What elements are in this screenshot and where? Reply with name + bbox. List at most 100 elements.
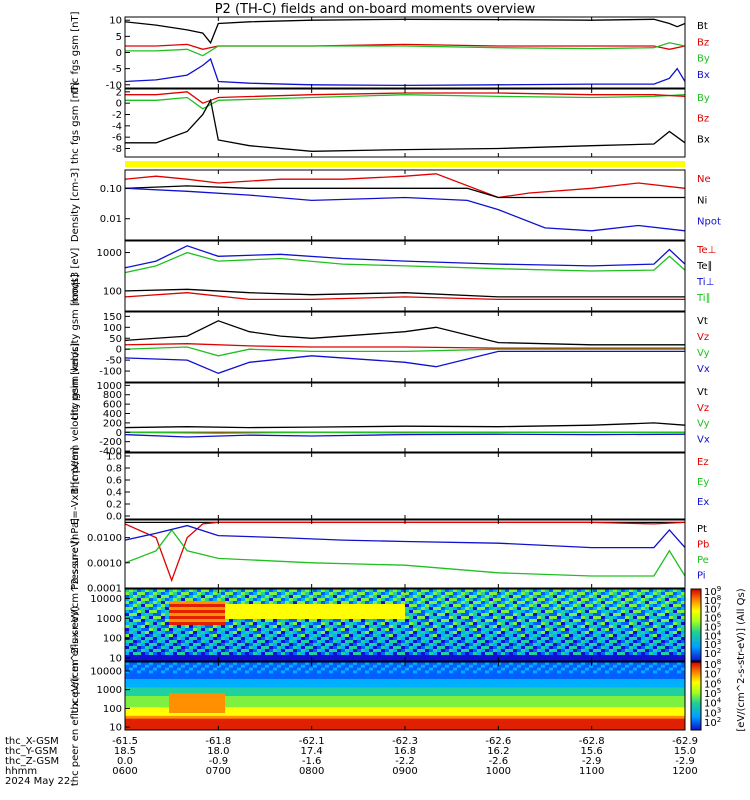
heatmap-cell <box>165 652 170 656</box>
heatmap-cell <box>681 607 686 611</box>
heatmap-cell <box>353 670 358 674</box>
heatmap-cell <box>385 610 390 614</box>
heatmap-cell <box>357 619 362 623</box>
heatmap-cell <box>465 662 470 666</box>
heatmap-cell <box>161 592 166 596</box>
heatmap-cell <box>173 649 178 653</box>
heatmap-cell <box>433 646 438 650</box>
heatmap-cell <box>605 664 610 669</box>
heatmap-cell <box>277 658 282 662</box>
heatmap-cell <box>565 625 570 629</box>
heatmap-cell <box>145 676 150 680</box>
heatmap-cell <box>293 595 298 599</box>
heatmap-cell <box>569 670 574 674</box>
heatmap-cell <box>373 667 378 671</box>
heatmap-cell <box>333 670 338 674</box>
heatmap-cell <box>621 595 626 599</box>
heatmap-cell <box>433 598 438 602</box>
heatmap-cell <box>305 658 310 662</box>
heatmap-cell <box>553 676 558 680</box>
heatmap-cell <box>153 616 158 620</box>
heatmap-cell <box>329 595 334 599</box>
heatmap-cell <box>441 646 446 650</box>
heatmap-cell <box>401 616 406 620</box>
heatmap-cell <box>489 589 494 593</box>
heatmap-cell <box>561 673 566 677</box>
heatmap-cell <box>141 598 146 602</box>
heatmap-cell <box>641 634 646 638</box>
heatmap-cell <box>305 652 310 656</box>
heatmap-cell <box>537 681 542 686</box>
heatmap-cell <box>465 625 470 629</box>
heatmap-cell <box>265 681 270 686</box>
heatmap-cell <box>461 628 466 632</box>
heatmap-cell <box>629 662 634 666</box>
heatmap-cell <box>621 613 626 617</box>
heatmap-cell <box>301 631 306 635</box>
heatmap-cell <box>429 679 434 683</box>
heatmap-cell <box>493 652 498 656</box>
heatmap-cell <box>541 634 546 638</box>
heatmap-cell <box>397 607 402 611</box>
heatmap-cell <box>517 670 522 674</box>
heatmap-cell <box>161 589 166 593</box>
y-tick-label: 0.0001 <box>87 584 122 595</box>
heatmap-cell <box>193 649 198 653</box>
colorbar-tick: 108 <box>704 594 721 607</box>
heatmap-cell <box>281 637 286 641</box>
heatmap-cell <box>649 664 654 669</box>
heatmap-cell <box>405 684 410 688</box>
heatmap-cell <box>457 616 462 620</box>
heatmap-cell <box>253 673 258 677</box>
heatmap-cell <box>353 655 358 659</box>
heatmap-cell <box>405 676 410 680</box>
heatmap-cell <box>133 640 138 644</box>
heatmap-cell <box>189 664 194 669</box>
heatmap-cell <box>517 662 522 666</box>
heatmap-cell <box>661 643 666 647</box>
heatmap-cell <box>133 595 138 599</box>
heatmap-cell <box>557 679 562 683</box>
heatmap-cell <box>377 589 382 593</box>
heatmap-cell <box>641 676 646 680</box>
heatmap-cell <box>401 622 406 626</box>
heatmap-cell <box>221 613 226 617</box>
heatmap-cell <box>457 628 462 632</box>
heatmap-cell <box>589 643 594 647</box>
heatmap-cell <box>485 640 490 644</box>
heatmap-cell <box>609 679 614 683</box>
heatmap-cell <box>533 610 538 614</box>
heatmap-cell <box>613 616 618 620</box>
heatmap-cell <box>381 670 386 674</box>
heatmap-cell <box>197 679 202 683</box>
heatmap-cell <box>577 662 582 666</box>
y-axis-label: thc fgs gsm [nT] <box>70 82 81 164</box>
heatmap-cell <box>193 679 198 683</box>
heatmap-cell <box>657 619 662 623</box>
heatmap-cell <box>569 628 574 632</box>
heatmap-cell <box>229 667 234 671</box>
heatmap-cell <box>309 592 314 596</box>
heatmap-cell <box>149 616 154 620</box>
heatmap-cell <box>601 684 606 688</box>
legend-bt: Bt <box>697 21 708 32</box>
heatmap-cell <box>381 595 386 599</box>
heatmap-cell <box>289 658 294 662</box>
heatmap-cell <box>233 652 238 656</box>
heatmap-cell <box>325 589 330 593</box>
heatmap-cell <box>165 658 170 662</box>
heatmap-cell <box>657 664 662 669</box>
heatmap-cell <box>389 631 394 635</box>
heatmap-cell <box>625 589 630 593</box>
heatmap-cell <box>493 684 498 688</box>
heatmap-cell <box>381 613 386 617</box>
heatmap-cell <box>137 619 142 623</box>
heatmap-cell <box>449 637 454 641</box>
heatmap-cell <box>653 664 658 669</box>
heatmap-cell <box>537 667 542 671</box>
heatmap-cell <box>193 673 198 677</box>
heatmap-cell <box>641 658 646 662</box>
heatmap-cell <box>217 658 222 662</box>
heatmap-cell <box>257 589 262 593</box>
